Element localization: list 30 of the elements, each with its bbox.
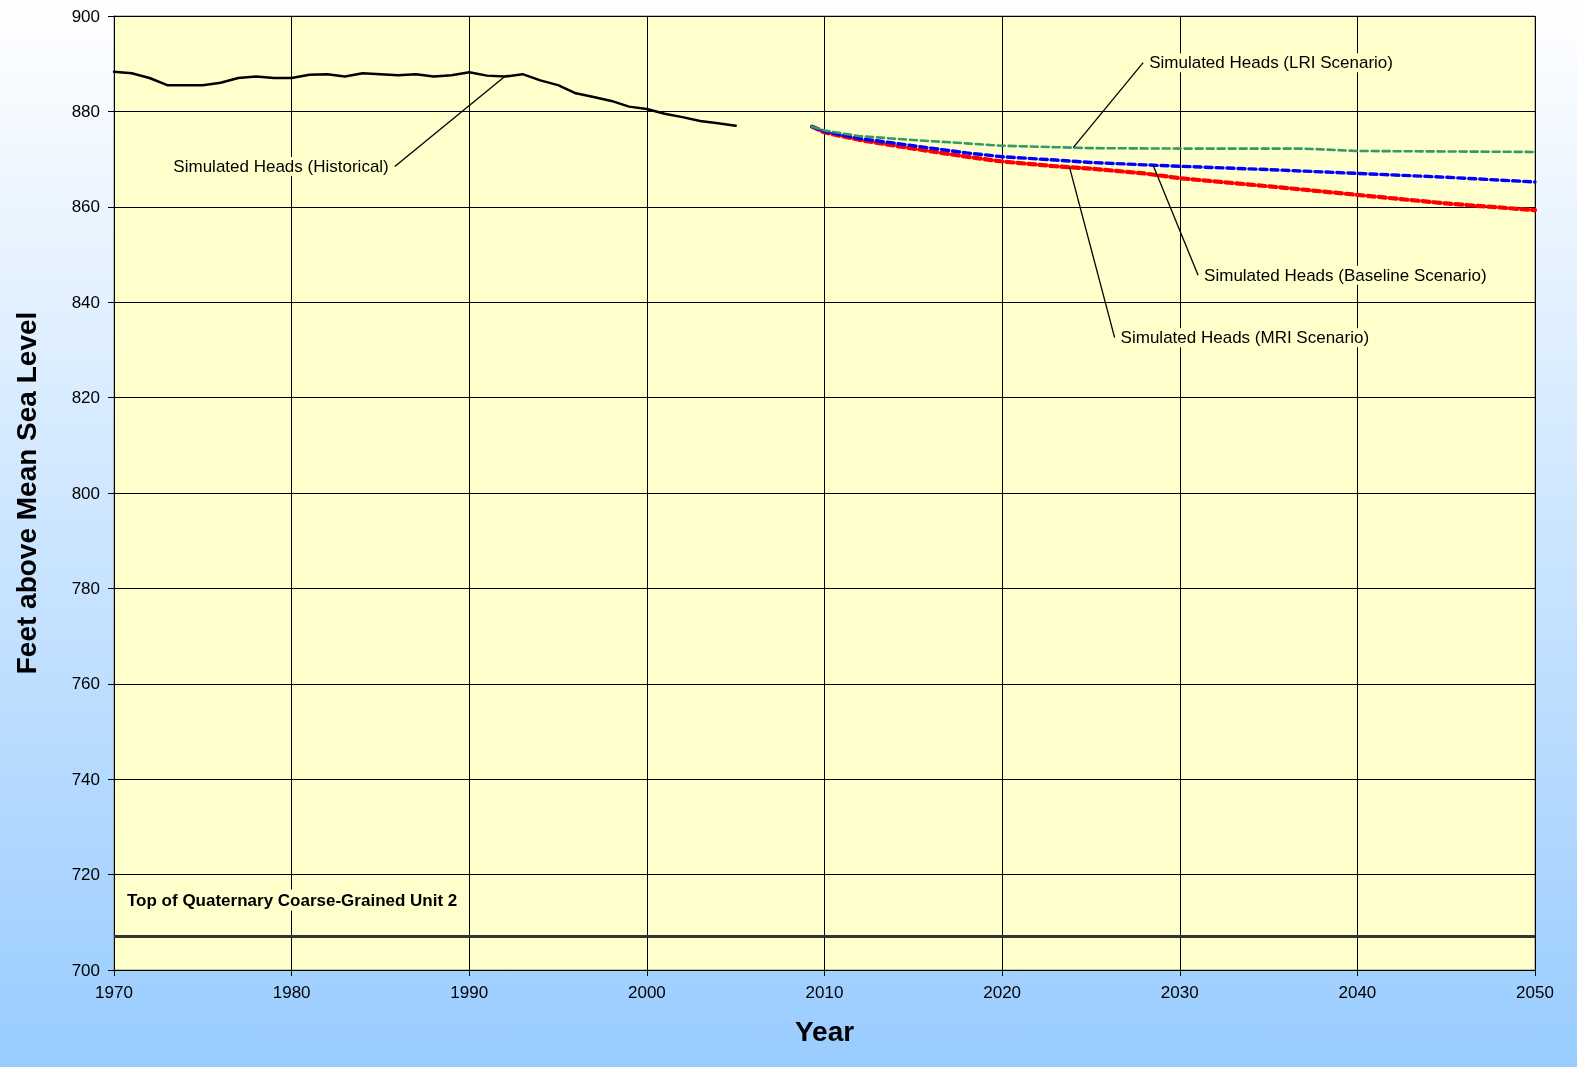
line-series	[810, 125, 1537, 154]
x-tick-label: 2040	[1338, 983, 1377, 1002]
y-tick-label: 720	[71, 865, 100, 885]
y-tick-label: 740	[71, 769, 100, 789]
line-series	[810, 124, 1537, 184]
x-tick-label: 2000	[627, 983, 666, 1002]
annotation: Simulated Heads (MRI Scenario)	[1120, 328, 1370, 348]
y-tick-label: 860	[71, 197, 100, 217]
x-tick-label: 1970	[95, 983, 133, 1002]
y-tick-label: 820	[71, 388, 100, 408]
annotation: Simulated Heads (Baseline Scenario)	[1204, 265, 1487, 285]
y-tick-label: 880	[71, 101, 100, 121]
y-tick-label: 800	[71, 483, 100, 503]
y-tick-label: 840	[71, 292, 100, 312]
annotation: Simulated Heads (LRI Scenario)	[1149, 53, 1393, 73]
x-tick-label: 2010	[805, 983, 844, 1002]
annotation: Simulated Heads (Historical)	[173, 157, 389, 177]
y-tick-label: 780	[71, 578, 100, 598]
y-tick-label: 760	[71, 674, 100, 694]
x-tick-label: 2030	[1160, 983, 1199, 1002]
ref-line-label: Top of Quaternary Coarse-Grained Unit 2	[127, 890, 458, 910]
y-tick-label: 900	[71, 6, 100, 26]
y-tick-label: 700	[71, 960, 100, 980]
y-axis-title: Feet above Mean Sea Level	[10, 311, 42, 675]
x-tick-label: 2050	[1516, 983, 1554, 1002]
x-tick-label: 2020	[983, 983, 1022, 1002]
x-tick-label: 1980	[272, 983, 311, 1002]
x-tick-label: 1990	[450, 983, 489, 1002]
line-series	[809, 124, 1538, 213]
x-axis-title: Year	[794, 1015, 855, 1047]
